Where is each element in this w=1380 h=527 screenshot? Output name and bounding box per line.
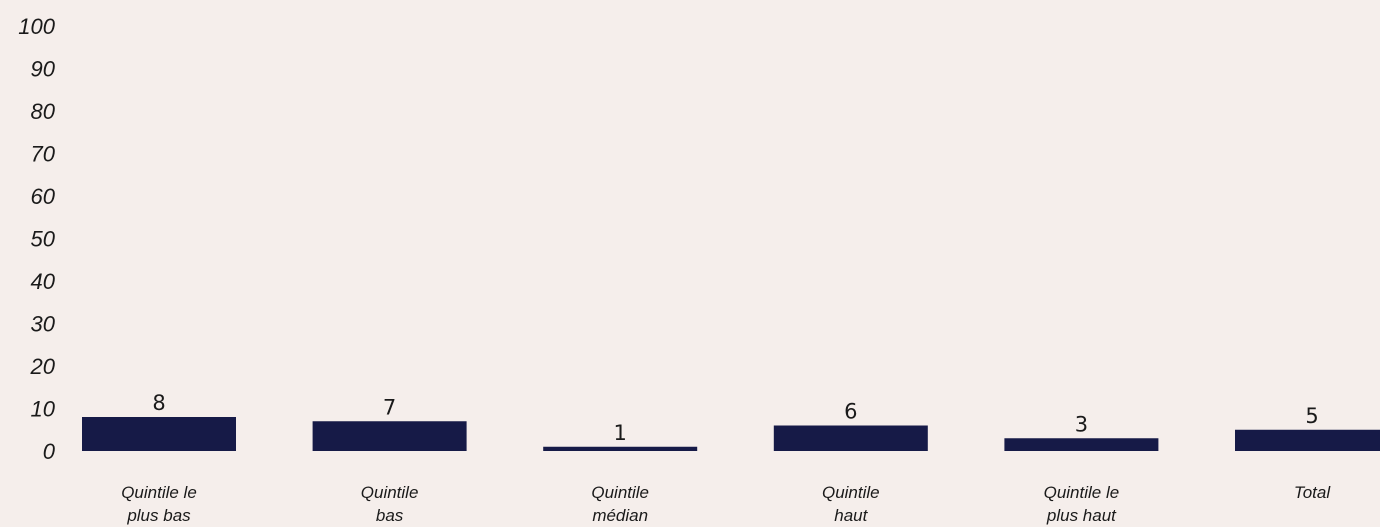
y-axis-ticks: 0 10 20 30 40 50 60 70 80 90 100: [18, 14, 55, 464]
y-tick-label: 10: [31, 397, 56, 422]
y-tick-label: 30: [31, 312, 56, 337]
y-tick-label: 60: [31, 184, 56, 209]
y-tick-label: 100: [18, 14, 55, 39]
bars: [82, 417, 1380, 451]
x-category-label: Quintile bas: [361, 483, 419, 525]
x-category-label: Total: [1294, 483, 1331, 502]
data-label: 5: [1305, 404, 1318, 428]
y-tick-label: 70: [31, 142, 56, 167]
bar: [543, 446, 698, 451]
bar: [1004, 438, 1159, 451]
y-tick-label: 50: [31, 227, 56, 252]
x-category-label: Quintile haut: [822, 483, 880, 525]
y-tick-label: 40: [31, 269, 56, 294]
x-category-label: Quintile médian: [591, 483, 649, 525]
x-category-label: Quintile le plus haut: [1044, 483, 1120, 525]
data-labels: 8 7 1 6 3 5: [152, 391, 1318, 445]
y-tick-label: 0: [43, 439, 56, 464]
bar: [1235, 429, 1380, 451]
x-axis-categories: Quintile le plus bas Quintile bas Quintile mé…: [121, 483, 1331, 525]
bar: [312, 421, 467, 451]
y-tick-label: 90: [31, 57, 56, 82]
bar: [773, 425, 928, 451]
data-label: 1: [614, 421, 627, 445]
data-label: 6: [844, 400, 857, 424]
data-label: 7: [383, 395, 396, 419]
x-category-label: Quintile le plus bas: [121, 483, 197, 525]
bar: [82, 417, 236, 451]
data-label: 8: [152, 391, 165, 415]
data-label: 3: [1075, 412, 1088, 436]
y-tick-label: 80: [31, 99, 56, 124]
y-tick-label: 20: [30, 354, 56, 379]
